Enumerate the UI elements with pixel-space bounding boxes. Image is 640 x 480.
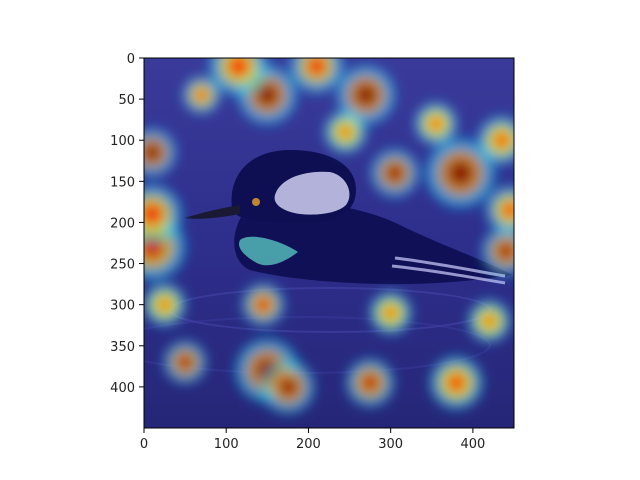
x-tick-label: 300 (378, 437, 403, 452)
y-tick-label: 200 (110, 216, 135, 231)
hotspot-core (446, 372, 467, 393)
y-tick-label: 50 (118, 93, 135, 108)
hotspot-core (361, 373, 379, 392)
hotspot-core (255, 296, 272, 313)
hotspot-core (385, 164, 404, 182)
hotspot-core (427, 115, 444, 132)
y-axis: 0 50 100 150 200 250 300 350 400 (110, 52, 144, 396)
hotspot-core (144, 203, 164, 226)
duck-eye (252, 198, 260, 206)
duck-crest-patch (274, 171, 350, 215)
duck-breast-pattern (239, 236, 298, 266)
x-tick-label: 100 (214, 437, 239, 452)
x-tick-label: 400 (460, 437, 485, 452)
x-tick-label: 200 (296, 437, 321, 452)
y-tick-label: 100 (110, 134, 135, 149)
plot-area (144, 58, 514, 428)
hotspot-core (177, 354, 194, 371)
hotspot-core (194, 88, 209, 102)
hotspot-core (337, 124, 354, 140)
x-tick-label: 0 (140, 437, 148, 452)
hotspot-core (306, 58, 327, 77)
hotspot-core (447, 160, 474, 186)
hotspot-core (492, 131, 511, 150)
hotspot-core (355, 84, 377, 106)
hotspot-core (227, 58, 250, 78)
y-tick-label: 350 (110, 340, 135, 355)
hotspot-core (496, 242, 514, 261)
hotspot-core (256, 84, 279, 106)
duck-image (144, 150, 512, 374)
x-axis: 0 100 200 300 400 (140, 428, 485, 452)
hotspot-core (481, 313, 498, 330)
y-tick-label: 300 (110, 299, 135, 314)
hotspot-core (278, 377, 298, 397)
hotspot-core (156, 296, 173, 313)
plot-frame (143, 57, 515, 429)
hotspot-core (144, 143, 162, 162)
y-tick-label: 0 (127, 52, 135, 67)
hotspot-core (501, 201, 514, 219)
y-tick-label: 150 (110, 175, 135, 190)
y-tick-label: 250 (110, 258, 135, 273)
hotspot-layer (144, 58, 514, 414)
hotspot-core (382, 304, 399, 321)
duck-bill (184, 205, 240, 219)
y-tick-label: 400 (110, 381, 135, 396)
duck-wing-stripes (391, 256, 506, 285)
